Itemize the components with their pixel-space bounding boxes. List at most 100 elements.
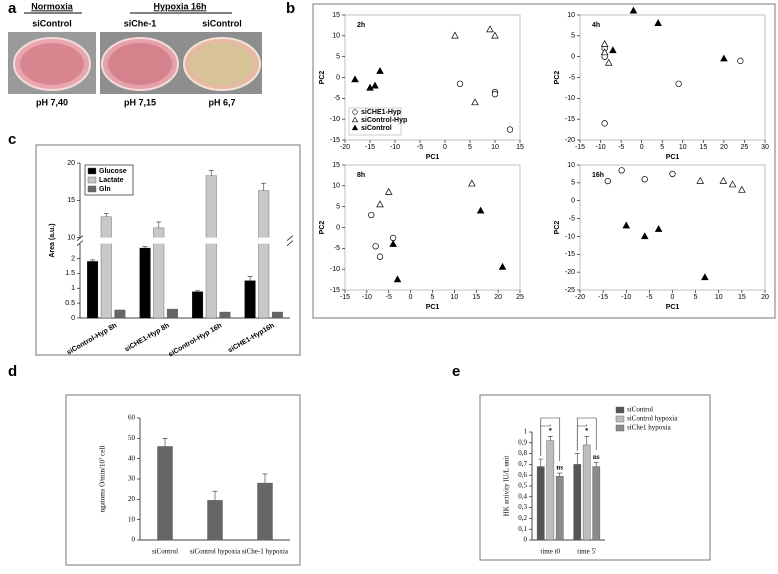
plot-title: 16h bbox=[592, 172, 604, 179]
x-tick-label: 5 bbox=[431, 294, 435, 301]
y-axis-label: PC2 bbox=[319, 71, 326, 85]
y-tick-label: 40 bbox=[128, 454, 136, 462]
y-tick-label: 10 bbox=[567, 12, 575, 19]
significance-label: ns bbox=[556, 464, 563, 472]
y-tick-label: -5 bbox=[569, 215, 575, 222]
error-bar bbox=[547, 436, 553, 441]
y-tick-label: -15 bbox=[330, 137, 340, 144]
y-axis-label: PC2 bbox=[554, 71, 561, 85]
x-tick-label: 5 bbox=[660, 144, 664, 151]
point bbox=[640, 232, 649, 240]
point bbox=[376, 67, 384, 74]
y-tick-label: -5 bbox=[569, 74, 575, 81]
y-tick-label: 20 bbox=[67, 160, 75, 167]
y-tick-label: -15 bbox=[330, 287, 340, 294]
legend-swatch bbox=[87, 167, 97, 175]
dish-medium bbox=[20, 43, 84, 85]
dish-label: siControl bbox=[32, 18, 72, 28]
x-axis-label: PC1 bbox=[426, 304, 440, 311]
point bbox=[622, 221, 631, 229]
y-tick-label: 5 bbox=[336, 54, 340, 61]
point bbox=[738, 185, 746, 193]
bar bbox=[166, 308, 178, 319]
x-tick-label: 20 bbox=[494, 294, 502, 301]
x-tick-label: -10 bbox=[362, 294, 372, 301]
y-tick-label: -10 bbox=[565, 233, 575, 240]
x-tick-label: -20 bbox=[340, 144, 350, 151]
y-tick-label: -5 bbox=[334, 245, 340, 252]
plot-title: 4h bbox=[592, 22, 600, 29]
point bbox=[604, 58, 613, 66]
y-tick-label: 0,2 bbox=[518, 514, 527, 522]
panel-frame bbox=[479, 394, 711, 561]
dish-medium bbox=[190, 43, 254, 85]
point bbox=[641, 176, 648, 183]
point bbox=[384, 187, 393, 195]
y-tick-label: 5 bbox=[571, 33, 575, 40]
point bbox=[393, 275, 402, 283]
bar bbox=[536, 466, 545, 541]
axis-break bbox=[286, 235, 294, 241]
x-tick-label: -10 bbox=[621, 294, 631, 301]
point bbox=[486, 25, 494, 33]
y-tick-label: -20 bbox=[565, 137, 575, 144]
error-bar bbox=[212, 490, 218, 501]
legend-swatch bbox=[615, 415, 625, 423]
panel-letter: d bbox=[8, 363, 17, 380]
point bbox=[491, 31, 499, 39]
y-tick-label: 30 bbox=[128, 475, 136, 483]
legend-marker bbox=[352, 109, 358, 115]
dish-label: siChe-1 bbox=[124, 18, 157, 28]
x-tick-label: -5 bbox=[386, 294, 392, 301]
y-tick-label: -20 bbox=[565, 269, 575, 276]
point bbox=[456, 80, 464, 87]
point bbox=[351, 75, 359, 83]
axis-break bbox=[286, 240, 294, 246]
significance-label: ns bbox=[593, 453, 600, 461]
y-tick-label: 0 bbox=[524, 536, 528, 544]
plot-title: 2h bbox=[357, 22, 365, 29]
point bbox=[371, 81, 379, 89]
y-tick-label: 0,9 bbox=[518, 438, 527, 446]
error-bar bbox=[90, 259, 96, 262]
error-bar bbox=[261, 182, 267, 191]
ph-label: pH 6,7 bbox=[208, 97, 235, 107]
comparison-bracket bbox=[540, 417, 561, 462]
y-tick-label: 1 bbox=[71, 285, 75, 292]
x-tick-label: -15 bbox=[575, 144, 585, 151]
error-bar bbox=[103, 213, 109, 217]
point bbox=[372, 243, 379, 250]
error-bar bbox=[262, 473, 268, 484]
x-tick-label: 25 bbox=[741, 144, 749, 151]
x-tick-label: siControl bbox=[152, 548, 178, 556]
error-bar bbox=[142, 246, 148, 249]
break-gap bbox=[152, 237, 165, 244]
point bbox=[604, 177, 611, 185]
panel-letter: a bbox=[8, 0, 17, 17]
y-tick-label: 0,7 bbox=[518, 460, 527, 468]
comparison-bracket bbox=[576, 417, 597, 451]
x-tick-label: 0 bbox=[443, 144, 447, 151]
legend-swatch bbox=[87, 176, 97, 184]
y-axis-label: PC2 bbox=[554, 221, 561, 235]
legend-label: Gln bbox=[99, 186, 111, 193]
point bbox=[498, 262, 507, 270]
y-tick-label: -5 bbox=[334, 95, 340, 102]
y-tick-label: 1.5 bbox=[65, 270, 75, 277]
axis-break bbox=[76, 240, 84, 246]
x-tick-label: time t0 bbox=[540, 548, 560, 556]
bar bbox=[114, 309, 126, 319]
point bbox=[366, 83, 374, 91]
error-bar bbox=[557, 472, 563, 477]
point bbox=[719, 176, 728, 184]
legend-label: siCHE1-Hyp bbox=[361, 109, 401, 116]
legend-label: Glucose bbox=[99, 168, 127, 175]
y-axis-label: Area (a.u.) bbox=[49, 223, 56, 257]
x-tick-label: -15 bbox=[598, 294, 608, 301]
y-tick-label: 50 bbox=[128, 434, 136, 442]
point bbox=[654, 225, 663, 232]
y-tick-label: -10 bbox=[330, 116, 340, 123]
y-tick-label: -10 bbox=[565, 95, 575, 102]
